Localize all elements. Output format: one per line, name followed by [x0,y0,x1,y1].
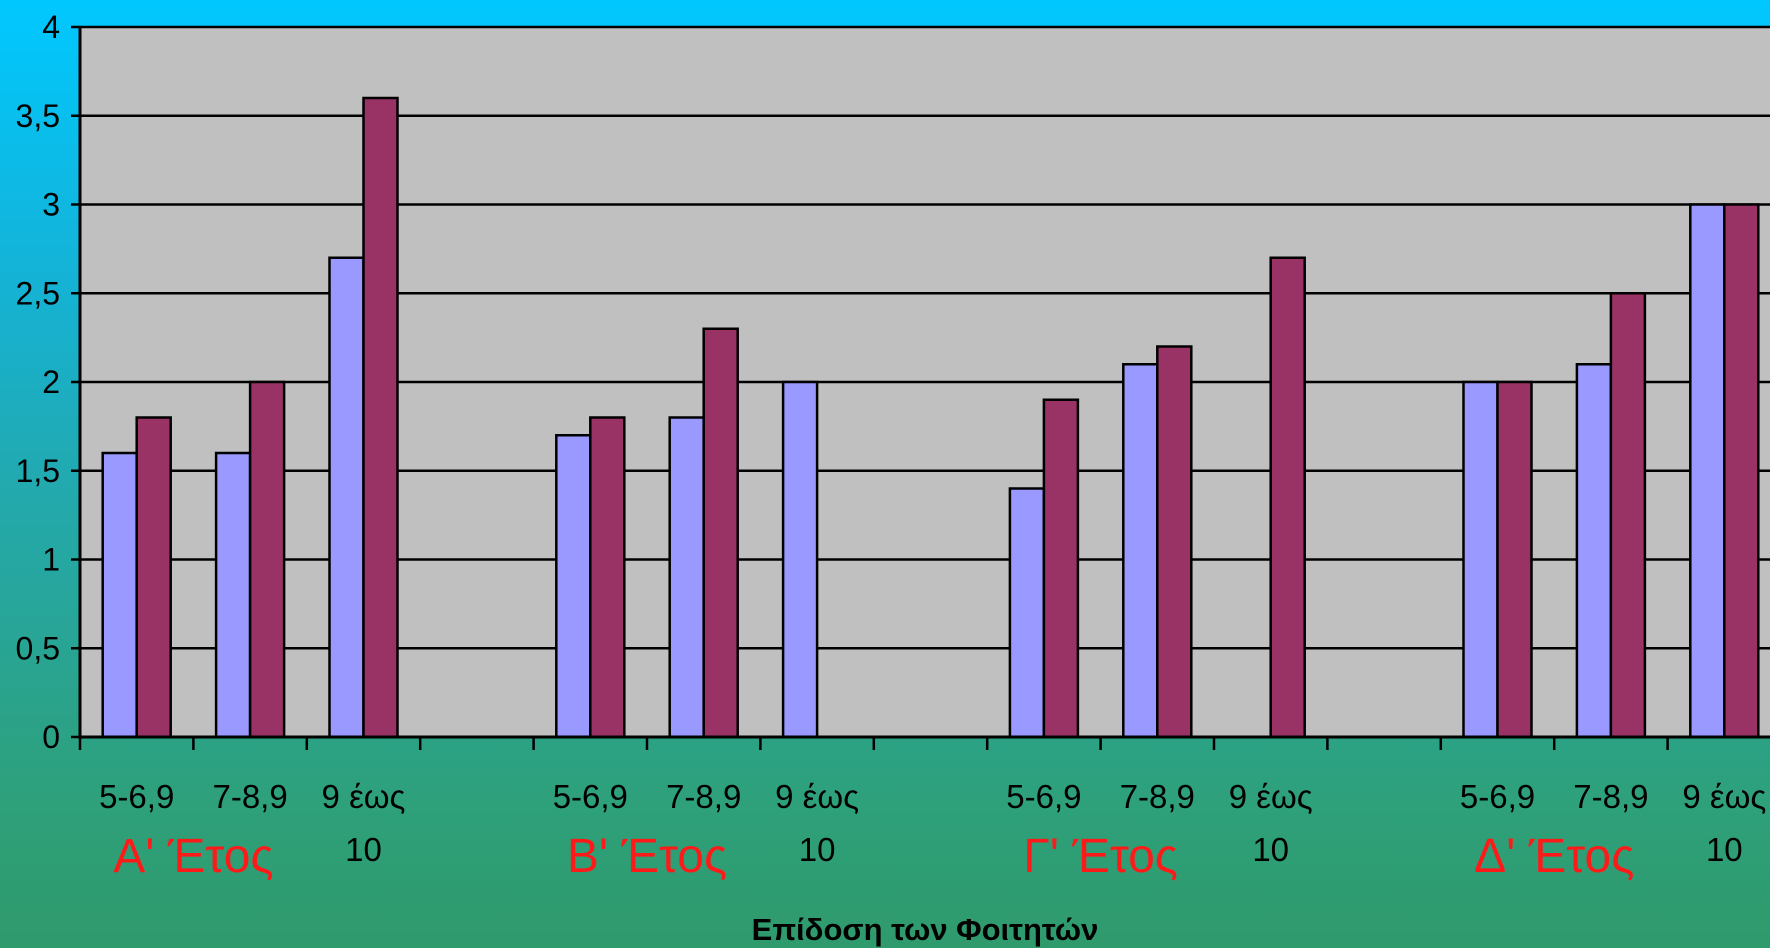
bar-series-2 [1269,256,1306,739]
group-label: Β' Έτος [567,830,727,883]
category-label: 5-6,9 [1006,778,1081,815]
y-tick-label: 2 [42,364,60,400]
category-label: 10 [1706,831,1743,868]
bar-series-2 [702,327,739,739]
group-label: Δ' Έτος [1474,830,1634,883]
bar-series-1 [1462,380,1499,739]
category-label: 7-8,9 [1573,778,1648,815]
category-label: 5-6,9 [99,778,174,815]
bar-series-1 [214,451,252,739]
bar-series-2 [1156,345,1193,739]
bar-series-1 [1689,203,1726,739]
bar-series-1 [101,451,138,739]
bar-series-1 [781,380,819,739]
category-labels: 5-6,9 7-8,9 9 έως 10 5-6,9 7-8,9 9 έως 10 5-6,9 7… [99,778,1766,868]
y-tick-label: 3 [42,187,60,223]
bar-series-1 [555,434,592,739]
bar-series-2 [135,416,172,739]
x-axis-title: Επίδοση των Φοιτητών [752,912,1099,947]
bar-series-1 [1122,363,1159,739]
bar-series-2 [1609,292,1647,739]
bar-series-2 [1723,203,1760,739]
category-label: 5-6,9 [553,778,628,815]
group-label: Α' Έτος [113,830,273,883]
y-tick-label: 1,5 [16,453,60,489]
y-tick-label: 4 [42,9,60,45]
y-tick-label: 1 [42,542,60,578]
bar-series-1 [1575,363,1613,739]
bar-series-2 [1496,380,1533,739]
bar-series-1 [328,256,365,739]
bar-series-2 [362,96,399,739]
bar-series-2 [1042,398,1080,739]
category-label: 9 έως [322,778,406,815]
y-axis-ticks: 0 0,5 1 1,5 2 2,5 3 3,5 4 [16,9,80,755]
category-label: 9 έως [1682,778,1766,815]
category-label: 9 έως [1229,778,1313,815]
category-label: 10 [799,831,836,868]
y-tick-label: 3,5 [16,98,60,134]
category-label: 10 [345,831,382,868]
category-label: 7-8,9 [212,778,287,815]
bar-series-2 [248,380,286,739]
category-label: 5-6,9 [1460,778,1535,815]
group-label: Γ' Έτος [1023,830,1178,883]
bars [101,96,1760,739]
y-tick-label: 2,5 [16,275,60,311]
group-labels: Α' Έτος Β' Έτος Γ' Έτος Δ' Έτος [113,830,1634,883]
bar-series-1 [668,416,705,739]
y-tick-label: 0 [42,719,60,755]
category-label: 7-8,9 [1120,778,1195,815]
category-label: 7-8,9 [666,778,741,815]
category-label: 10 [1252,831,1289,868]
y-tick-label: 0,5 [16,630,60,666]
bar-series-2 [589,416,626,739]
category-label: 9 έως [775,778,859,815]
x-axis-ticks [78,737,1669,750]
bar-series-1 [1008,487,1046,739]
